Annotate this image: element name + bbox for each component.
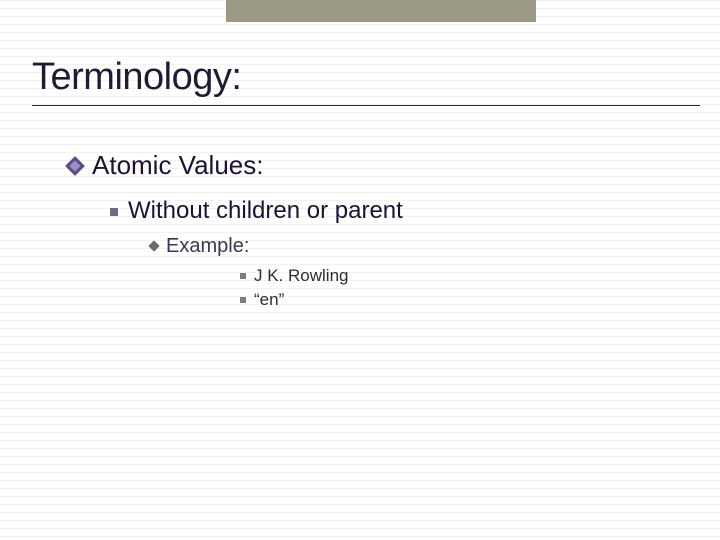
- level4-item-1: “en”: [254, 290, 284, 310]
- level1-text: Atomic Values:: [92, 150, 263, 181]
- bullet-level2: Without children or parent: [110, 197, 700, 225]
- diamond-bullet-icon: [68, 159, 82, 173]
- bullet-level3: Example:: [150, 235, 700, 258]
- square-tiny-icon: [240, 273, 246, 279]
- decorative-top-bar: [226, 0, 536, 22]
- square-bullet-icon: [110, 208, 118, 216]
- level4-item-0: J K. Rowling: [254, 266, 348, 286]
- slide-content: Terminology: Atomic Values: Without chil…: [32, 56, 700, 314]
- bullet-level4: “en”: [240, 290, 700, 310]
- bullet-level4: J K. Rowling: [240, 266, 700, 286]
- level2-text: Without children or parent: [128, 197, 403, 225]
- diamond-small-icon: [148, 240, 159, 251]
- square-tiny-icon: [240, 297, 246, 303]
- level3-text: Example:: [166, 235, 249, 258]
- bullet-level1: Atomic Values:: [68, 150, 700, 181]
- slide-title: Terminology:: [32, 56, 700, 106]
